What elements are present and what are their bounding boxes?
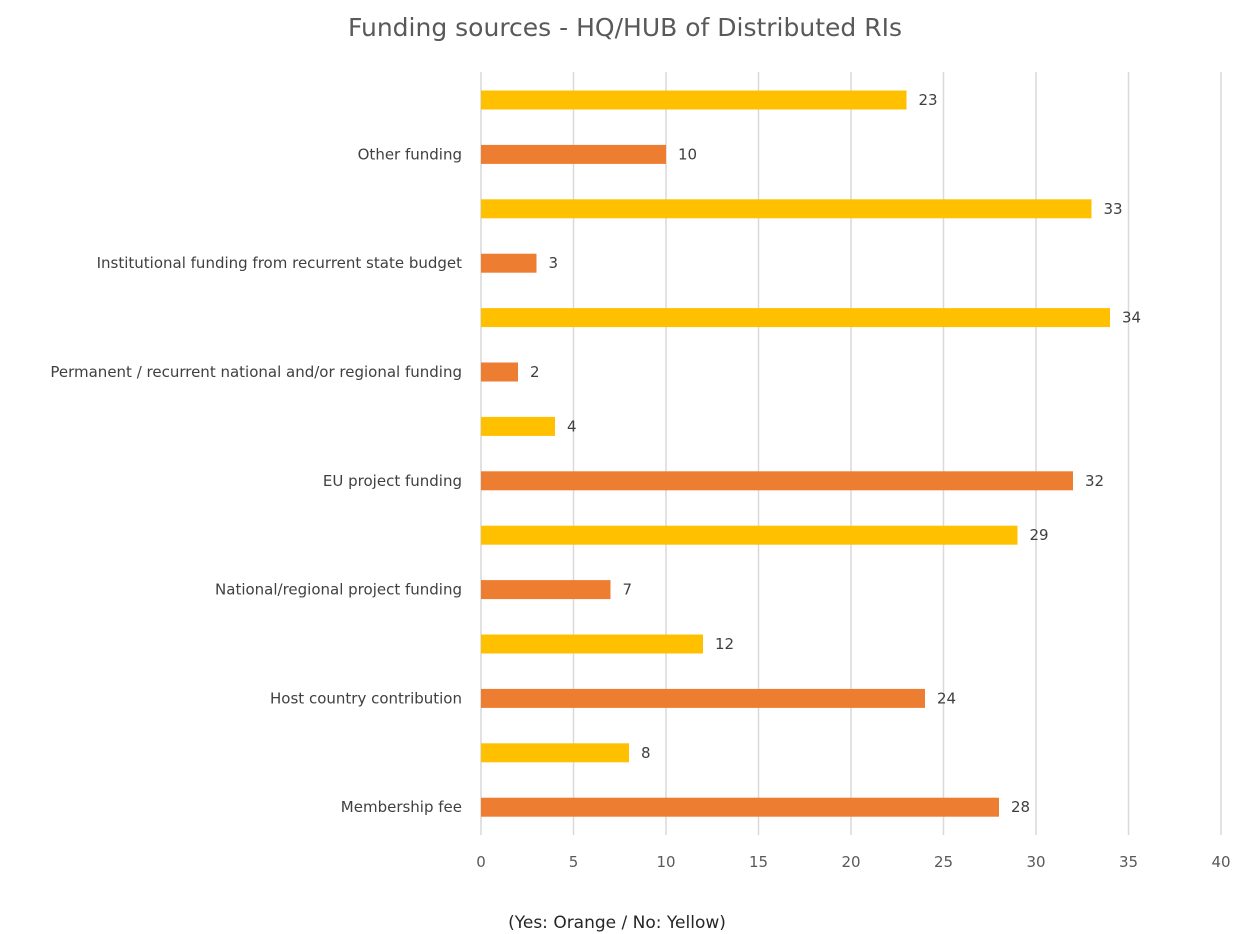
category-label: Institutional funding from recurrent sta…: [97, 254, 463, 272]
x-tick-label: 15: [749, 853, 768, 871]
x-tick-label: 35: [1119, 853, 1138, 871]
x-axis-ticks: 0 5 10 15 20 25 30 35 40: [476, 853, 1230, 871]
x-tick-label: 30: [1026, 853, 1045, 871]
bar: [481, 634, 703, 654]
category-label: Host country contribution: [270, 689, 462, 707]
category-label: Membership fee: [341, 798, 462, 816]
category-label: Permanent / recurrent national and/or re…: [50, 363, 462, 381]
x-tick-label: 5: [569, 853, 579, 871]
x-tick-label: 20: [841, 853, 860, 871]
bar: [481, 580, 611, 600]
bar: [481, 797, 999, 817]
x-tick-label: 10: [656, 853, 675, 871]
bar: [481, 199, 1092, 219]
data-label: 10: [678, 145, 697, 163]
bar: [481, 743, 629, 763]
data-label: 4: [567, 417, 577, 435]
data-label: 24: [937, 689, 956, 707]
gridlines: [480, 72, 1222, 835]
data-label: 33: [1104, 200, 1123, 218]
chart-title: Funding sources - HQ/HUB of Distributed …: [348, 13, 902, 42]
category-labels: Other funding Institutional funding from …: [50, 145, 462, 816]
category-label: Other funding: [358, 145, 462, 163]
data-label: 29: [1030, 526, 1049, 544]
bars: [481, 90, 1110, 817]
bar: [481, 416, 555, 436]
category-label: EU project funding: [323, 472, 462, 490]
bar: [481, 253, 537, 273]
bar: [481, 525, 1018, 545]
data-label: 34: [1122, 309, 1141, 327]
chart-caption: (Yes: Orange / No: Yellow): [508, 913, 726, 933]
bar: [481, 362, 518, 382]
data-label: 23: [919, 91, 938, 109]
data-label: 2: [530, 363, 540, 381]
x-tick-label: 25: [934, 853, 953, 871]
bar: [481, 688, 925, 708]
bar: [481, 144, 666, 164]
data-label: 28: [1011, 798, 1030, 816]
bar: [481, 308, 1110, 328]
category-label: National/regional project funding: [215, 581, 462, 599]
data-label: 8: [641, 744, 651, 762]
x-tick-label: 40: [1211, 853, 1230, 871]
data-label: 12: [715, 635, 734, 653]
data-label: 3: [549, 254, 559, 272]
x-tick-label: 0: [476, 853, 486, 871]
data-label: 32: [1085, 472, 1104, 490]
bar: [481, 471, 1073, 491]
data-label: 7: [623, 581, 633, 599]
bar: [481, 90, 907, 110]
